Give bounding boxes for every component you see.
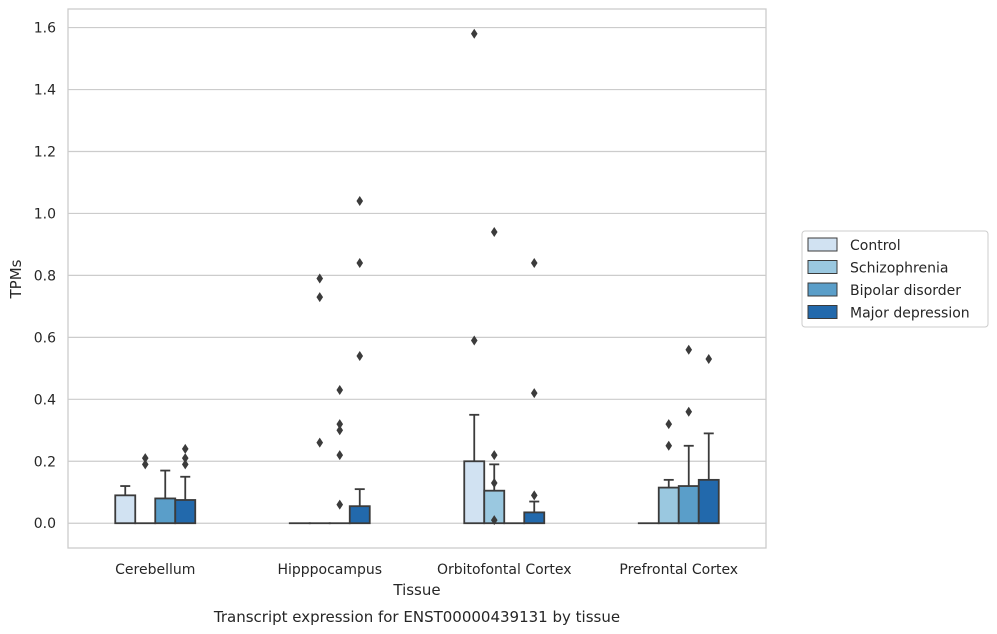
bar [174, 499, 197, 525]
legend-label: Control [850, 238, 901, 254]
bar [677, 485, 700, 525]
y-axis-ticks: 0.0 0.2 0.4 0.6 0.8 1.0 1.2 1.4 1.6 [34, 21, 56, 533]
bars [114, 28, 720, 526]
bar [697, 478, 720, 525]
y-tick-label: 0.4 [34, 392, 56, 408]
bar [154, 497, 177, 525]
outlier-point [490, 515, 498, 526]
outlier-point [316, 273, 324, 284]
legend-swatch [807, 260, 838, 274]
y-axis-label: TPMs [7, 259, 25, 299]
outlier-point [470, 28, 478, 39]
outlier-point [181, 459, 189, 470]
y-tick-label: 1.6 [34, 21, 56, 37]
outlier-point [490, 477, 498, 488]
outlier-point [530, 258, 538, 269]
outlier-point [490, 450, 498, 461]
outlier-point [530, 490, 538, 501]
y-tick-label: 0.6 [34, 330, 56, 346]
bar [523, 511, 546, 525]
outlier-point [336, 385, 344, 396]
y-tick-label: 0.2 [34, 454, 56, 470]
gridlines [68, 26, 766, 524]
y-tick-label: 1.4 [34, 83, 56, 99]
outlier-point [530, 388, 538, 399]
outlier-point [490, 227, 498, 238]
x-axis-label: Tissue [392, 581, 440, 599]
plot-frame [67, 8, 767, 549]
legend-label: Bipolar disorder [850, 283, 961, 299]
outlier-point [336, 450, 344, 461]
outlier-point [181, 453, 189, 464]
outlier-point [141, 453, 149, 464]
outlier-point [665, 419, 673, 430]
y-tick-label: 0.0 [34, 516, 56, 532]
legend-swatch [807, 305, 838, 319]
legend-swatch [807, 282, 838, 297]
x-tick-label: Cerebellum [115, 562, 195, 578]
outlier-point [685, 344, 693, 355]
x-tick-label: Prefrontal Cortex [619, 562, 738, 578]
x-axis-ticks: Cerebellum Hipppocampus Orbitofontal Corte… [115, 562, 738, 578]
y-tick-label: 1.2 [34, 144, 56, 160]
legend: Control Schizophrenia Bipolar disorder Majo… [801, 230, 989, 328]
x-tick-label: Hipppocampus [277, 562, 382, 578]
x-tick-label: Orbitofontal Cortex [437, 562, 572, 578]
outlier-point [356, 196, 364, 207]
outlier-point [316, 292, 324, 303]
y-tick-label: 0.8 [34, 268, 56, 284]
bar [463, 460, 486, 525]
bar [114, 494, 137, 525]
legend-swatch [807, 237, 838, 252]
legend-label: Major depression [850, 306, 970, 322]
outlier-point [665, 440, 673, 451]
outlier-point [141, 459, 149, 470]
chart-caption: Transcript expression for ENST0000043913… [213, 608, 620, 626]
outlier-point [685, 406, 693, 417]
outlier-point [356, 258, 364, 269]
bar [657, 486, 680, 525]
outlier-point [336, 419, 344, 430]
legend-box [801, 230, 989, 328]
bar [348, 505, 371, 525]
outlier-point [316, 437, 324, 448]
outlier-point [356, 350, 364, 361]
outlier-point [181, 443, 189, 454]
legend-label: Schizophrenia [850, 261, 948, 277]
outlier-point [336, 499, 344, 510]
outlier-point [336, 425, 344, 436]
outlier-point [470, 335, 478, 346]
y-tick-label: 1.0 [34, 206, 56, 222]
outlier-point [705, 354, 713, 365]
